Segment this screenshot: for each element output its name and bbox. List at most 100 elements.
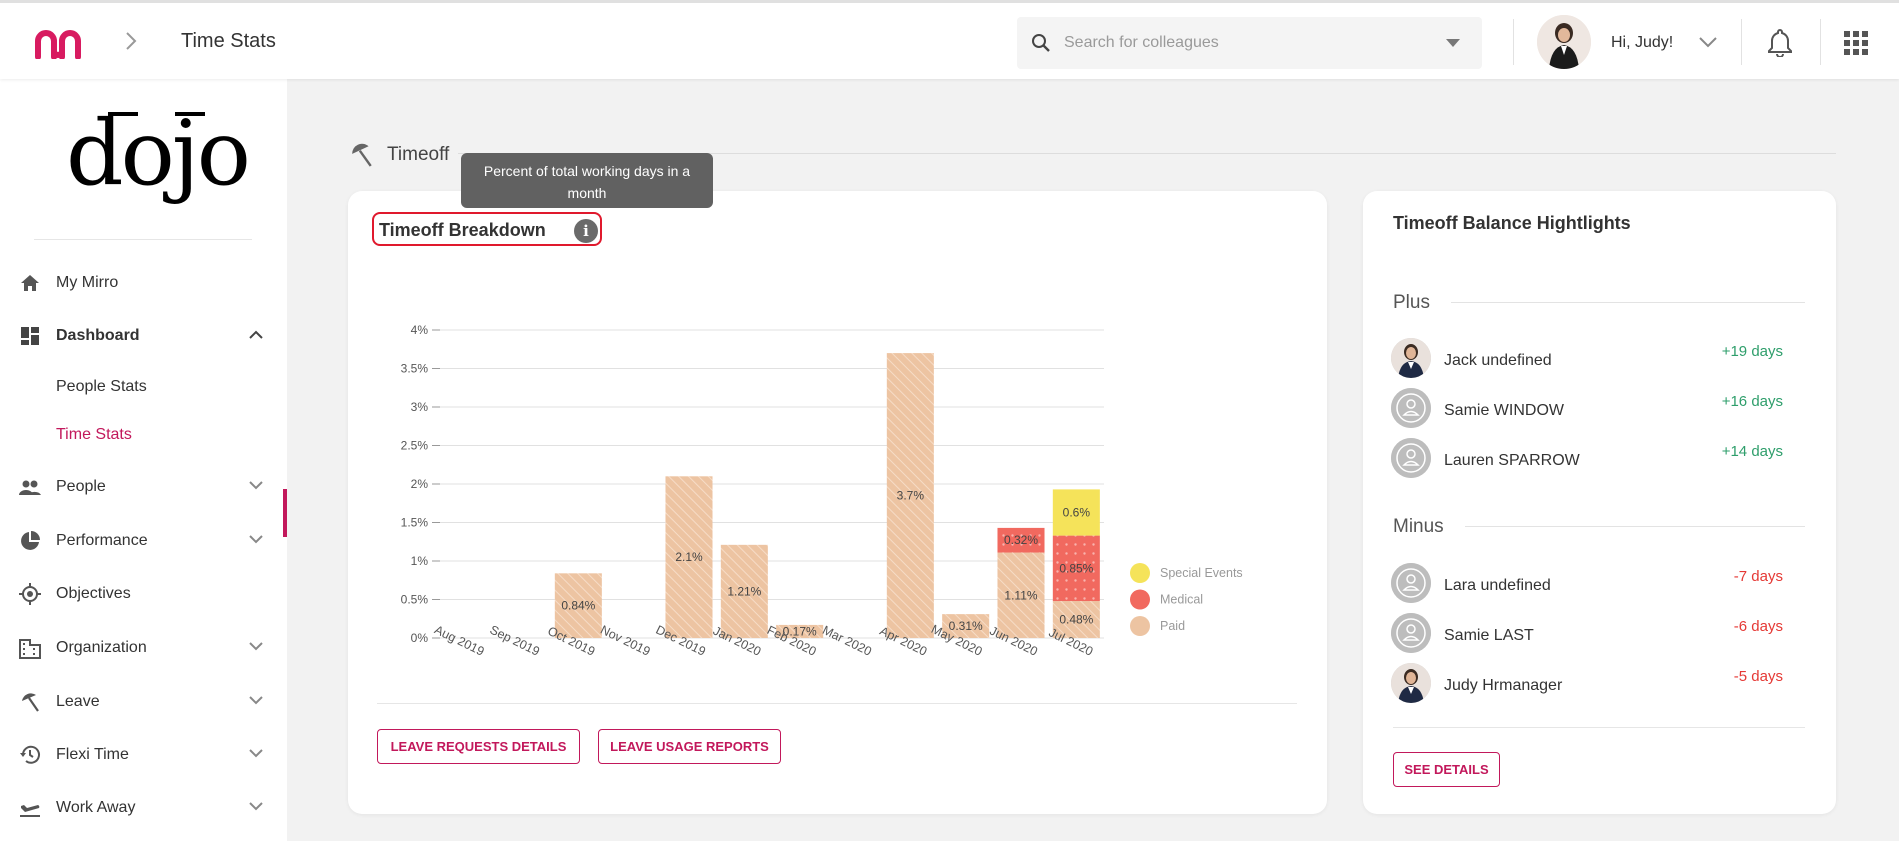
days-balance: -6 days bbox=[1733, 618, 1783, 635]
chevron-down-icon[interactable] bbox=[248, 641, 264, 652]
days-balance: +14 days bbox=[1721, 443, 1783, 460]
see-details-button[interactable]: SEE DETAILS bbox=[1393, 752, 1500, 787]
sidebar-item-label: Dashboard bbox=[56, 327, 140, 344]
y-tick-label: 0.5% bbox=[401, 593, 429, 607]
data-label: 0.32% bbox=[1004, 533, 1038, 547]
days-balance: +19 days bbox=[1721, 343, 1783, 360]
sidebar-item-label: Work Away bbox=[56, 799, 136, 816]
list-item[interactable]: Lara undefined -7 days bbox=[1391, 563, 1783, 603]
sidebar-item-organization[interactable]: Organization bbox=[0, 627, 287, 667]
x-tick-label: Aug 2019 bbox=[432, 623, 486, 659]
data-label: 1.21% bbox=[727, 584, 761, 598]
sidebar: dojo My Mirro Dashboard People Stats Tim… bbox=[0, 79, 287, 841]
target-icon bbox=[19, 583, 41, 605]
chevron-down-icon[interactable] bbox=[248, 534, 264, 545]
leave-requests-details-button[interactable]: LEAVE REQUESTS DETAILS bbox=[377, 729, 580, 764]
bar-paid[interactable] bbox=[665, 476, 713, 638]
person-name: Lauren SPARROW bbox=[1444, 452, 1580, 469]
list-item[interactable]: Jack undefined +19 days bbox=[1391, 338, 1783, 378]
search-icon bbox=[1032, 34, 1050, 52]
bar-medical[interactable] bbox=[997, 527, 1045, 553]
bar-paid[interactable] bbox=[1052, 601, 1100, 638]
y-tick-label: 1.5% bbox=[401, 516, 429, 530]
person-name: Samie WINDOW bbox=[1444, 402, 1564, 419]
page-title: Time Stats bbox=[181, 30, 276, 52]
sidebar-item-flexi-time[interactable]: Flexi Time bbox=[0, 734, 287, 774]
history-icon bbox=[20, 745, 40, 764]
card-title: Timeoff Balance Hightlights bbox=[1393, 213, 1631, 233]
chevron-down-icon[interactable] bbox=[248, 801, 264, 812]
bar-paid[interactable] bbox=[720, 544, 768, 638]
chevron-down-icon[interactable] bbox=[248, 748, 264, 759]
bar-paid[interactable] bbox=[776, 624, 824, 638]
bell-icon[interactable] bbox=[1766, 27, 1794, 57]
caret-down-icon[interactable] bbox=[1446, 39, 1460, 47]
bar-paid[interactable] bbox=[997, 552, 1045, 638]
card-title: Timeoff Breakdown bbox=[379, 220, 546, 240]
divider bbox=[1451, 302, 1805, 303]
person-name: Samie LAST bbox=[1444, 627, 1534, 644]
colleague-search[interactable]: Search for colleagues bbox=[1017, 17, 1482, 69]
x-tick-label: Sep 2019 bbox=[488, 623, 542, 659]
info-icon[interactable]: i bbox=[574, 219, 598, 243]
chevron-up-icon[interactable] bbox=[248, 329, 264, 340]
avatar bbox=[1391, 388, 1431, 428]
legend-swatch[interactable] bbox=[1130, 563, 1150, 583]
bar-paid[interactable] bbox=[554, 573, 602, 638]
y-tick-label: 4% bbox=[411, 323, 429, 337]
timeoff-breakdown-chart: 0% 0.5% 1% 1.5% 2% 2.5% 3% 3.5% 4% 0.84% 2.1% 1.21… bbox=[401, 323, 1243, 659]
list-item[interactable]: Judy Hrmanager -5 days bbox=[1391, 663, 1783, 703]
legend-swatch[interactable] bbox=[1130, 616, 1150, 636]
sidebar-item-people[interactable]: People bbox=[0, 466, 287, 506]
legend-label[interactable]: Paid bbox=[1160, 619, 1185, 633]
chevron-down-icon[interactable] bbox=[248, 695, 264, 706]
person-name: Lara undefined bbox=[1444, 577, 1551, 594]
bar-paid[interactable] bbox=[942, 614, 990, 638]
sidebar-item-label: Leave bbox=[56, 693, 100, 710]
list-item[interactable]: Samie LAST -6 days bbox=[1391, 613, 1783, 653]
avatar[interactable] bbox=[1537, 15, 1591, 69]
avatar bbox=[1391, 338, 1431, 378]
pie-icon bbox=[21, 531, 40, 550]
chevron-down-icon[interactable] bbox=[1698, 35, 1718, 49]
data-label: 0.31% bbox=[949, 619, 983, 633]
list-item[interactable]: Lauren SPARROW +14 days bbox=[1391, 438, 1783, 478]
sidebar-item-time-stats[interactable]: Time Stats bbox=[56, 426, 132, 443]
mirro-logo[interactable] bbox=[34, 27, 82, 59]
legend-swatch[interactable] bbox=[1130, 589, 1150, 610]
sidebar-item-label: Performance bbox=[56, 532, 148, 549]
apps-grid-icon[interactable] bbox=[1844, 31, 1868, 55]
legend-label[interactable]: Special Events bbox=[1160, 566, 1243, 580]
sidebar-item-work-away[interactable]: Work Away bbox=[0, 787, 287, 827]
chevron-right-icon bbox=[126, 32, 137, 50]
data-label: 0.17% bbox=[783, 624, 817, 638]
legend-label[interactable]: Medical bbox=[1160, 593, 1203, 607]
bar-special-events[interactable] bbox=[1052, 489, 1100, 536]
x-tick-label: Mar 2020 bbox=[820, 623, 874, 659]
user-greeting[interactable]: Hi, Judy! bbox=[1611, 34, 1674, 51]
scrollbar[interactable] bbox=[1893, 79, 1899, 841]
bar-medical[interactable] bbox=[1052, 535, 1100, 602]
bar-paid[interactable] bbox=[886, 353, 934, 638]
sidebar-item-people-stats[interactable]: People Stats bbox=[56, 378, 147, 395]
sidebar-item-dashboard[interactable]: Dashboard bbox=[0, 315, 287, 355]
search-placeholder: Search for colleagues bbox=[1064, 34, 1219, 51]
data-label: 3.7% bbox=[897, 489, 925, 503]
avatar bbox=[1391, 613, 1431, 653]
leave-usage-reports-button[interactable]: LEAVE USAGE REPORTS bbox=[598, 729, 781, 764]
y-tick-label: 1% bbox=[411, 554, 429, 568]
people-icon bbox=[19, 480, 41, 495]
avatar bbox=[1391, 663, 1431, 703]
sidebar-item-objectives[interactable]: Objectives bbox=[0, 573, 287, 613]
sidebar-item-my-mirro[interactable]: My Mirro bbox=[0, 262, 287, 302]
sidebar-item-label: My Mirro bbox=[56, 274, 119, 291]
plus-group-header: Plus bbox=[1393, 290, 1805, 314]
chevron-down-icon[interactable] bbox=[248, 480, 264, 491]
sidebar-item-leave[interactable]: Leave bbox=[0, 681, 287, 721]
list-item[interactable]: Samie WINDOW +16 days bbox=[1391, 388, 1783, 428]
y-tick-label: 2.5% bbox=[401, 439, 429, 453]
plane-icon bbox=[20, 805, 40, 817]
sidebar-item-performance[interactable]: Performance bbox=[0, 520, 287, 560]
dashboard-icon bbox=[21, 327, 39, 345]
top-bar: Time Stats Search for colleagues Hi, Jud… bbox=[0, 0, 1899, 79]
